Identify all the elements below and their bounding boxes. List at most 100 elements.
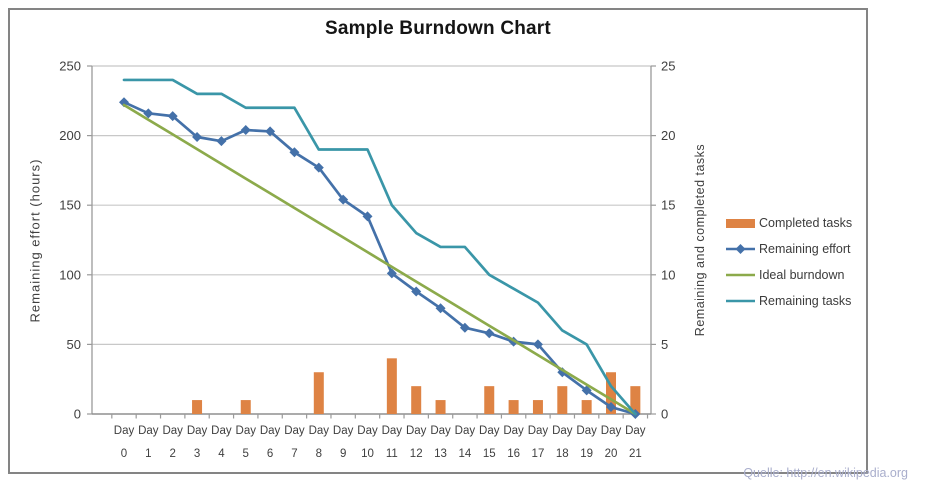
x-axis-label: 16 [507,448,520,460]
legend-label: Ideal burndown [759,268,845,282]
line-ideal-burndown [122,103,637,416]
marker-remaining-effort [386,268,397,279]
chart-title: Sample Burndown Chart [325,18,551,39]
x-axis-label: 18 [556,448,569,460]
legend-label: Completed tasks [759,216,853,230]
x-axis-label: 21 [629,448,642,460]
marker-remaining-effort [606,402,616,413]
bar-completed-tasks [386,358,397,414]
line-swatch-icon [726,299,755,303]
bar-completed-tasks [192,400,203,414]
marker-remaining-effort [265,126,276,137]
x-axis-label: 17 [532,448,545,460]
x-axis-label: Day [528,425,549,437]
x-axis-label: Day [114,425,135,437]
x-axis-label: 1 [145,448,151,460]
bar-completed-tasks [532,400,543,414]
x-axis-label: 2 [169,448,175,460]
left-axis-tick-label: 150 [59,198,81,213]
bar-completed-tasks [435,400,446,414]
x-axis-label: 7 [291,448,297,460]
bar-completed-tasks [484,386,495,414]
x-axis-label: Day [260,425,281,437]
x-axis-label: Day [455,425,476,437]
left-axis-tick-label: 0 [74,407,81,422]
legend-item-remaining-effort: Remaining effort [726,236,852,262]
source-note: Quelle: http://en.wikipedia.org [743,466,908,480]
x-axis-label: 5 [243,448,249,460]
left-axis-tick-label: 100 [59,267,81,282]
right-axis-tick-label: 0 [661,407,668,422]
marker-remaining-effort [192,131,203,142]
marker-remaining-effort [313,162,324,173]
x-axis-label: Day [309,425,330,437]
bar-completed-tasks [630,386,641,414]
bar-completed-tasks [313,372,324,414]
marker-remaining-effort [362,211,373,222]
x-axis-label: 8 [316,448,322,460]
line-diamond-swatch-icon [726,244,755,254]
bar-swatch-icon [726,219,755,228]
legend-label: Remaining tasks [759,294,852,308]
marker-remaining-effort [240,125,251,136]
x-axis-label: 9 [340,448,346,460]
x-axis-label: Day [382,425,403,437]
x-axis-label: 12 [410,448,423,460]
legend-item-remaining-tasks: Remaining tasks [726,288,852,314]
x-axis-label: 15 [483,448,496,460]
x-axis-label: 3 [194,448,200,460]
marker-remaining-effort [411,286,422,297]
x-axis-label: Day [430,425,451,437]
right-axis-tick-label: 20 [661,128,675,143]
x-axis-label: 11 [386,448,398,460]
legend-label: Remaining effort [759,242,851,256]
right-axis-tick-label: 25 [661,59,675,74]
x-axis-label: Day [187,425,208,437]
marker-remaining-effort [143,108,154,119]
line-swatch-icon [726,273,755,277]
x-axis-label: Day [576,425,597,437]
chart-frame [8,8,868,474]
legend-item-ideal-burndown: Ideal burndown [726,262,852,288]
right-axis-tick-label: 10 [661,267,675,282]
x-axis-label: Day [625,425,646,437]
x-axis-label: 20 [605,448,618,460]
bar-completed-tasks [411,386,422,414]
x-axis-label: Day [284,425,305,437]
x-axis-label: 14 [459,448,472,460]
marker-remaining-effort [532,339,543,350]
x-axis-label: Day [479,425,500,437]
marker-remaining-effort [167,111,178,122]
x-axis-label: Day [333,425,354,437]
bar-completed-tasks [581,400,592,414]
x-axis-label: Day [601,425,622,437]
marker-remaining-effort [581,385,592,396]
x-axis-label: Day [211,425,232,437]
x-axis-label: Day [406,425,427,437]
bar-completed-tasks [240,400,251,414]
x-axis-label: Day [162,425,183,437]
x-axis-label: Day [552,425,573,437]
bar-completed-tasks [606,372,616,414]
x-axis-label: 19 [580,448,593,460]
marker-remaining-effort [289,147,300,158]
x-axis-label: 13 [434,448,447,460]
marker-remaining-effort [216,136,227,147]
left-axis-tick-label: 250 [59,59,81,74]
marker-remaining-effort [119,97,129,108]
line-remaining-tasks [122,78,637,416]
bar-completed-tasks [557,386,568,414]
x-axis-label: 10 [361,448,374,460]
x-axis-label: Day [357,425,378,437]
x-axis-label: 4 [218,448,225,460]
right-axis-tick-label: 5 [661,337,668,352]
x-axis-label: 6 [267,448,273,460]
marker-remaining-effort [435,303,446,314]
x-axis-label: Day [138,425,159,437]
x-axis-label: 0 [121,448,127,460]
marker-remaining-effort [459,322,470,333]
left-axis-tick-label: 50 [67,337,81,352]
legend: Completed tasks Remaining effort Ideal b… [726,210,852,314]
